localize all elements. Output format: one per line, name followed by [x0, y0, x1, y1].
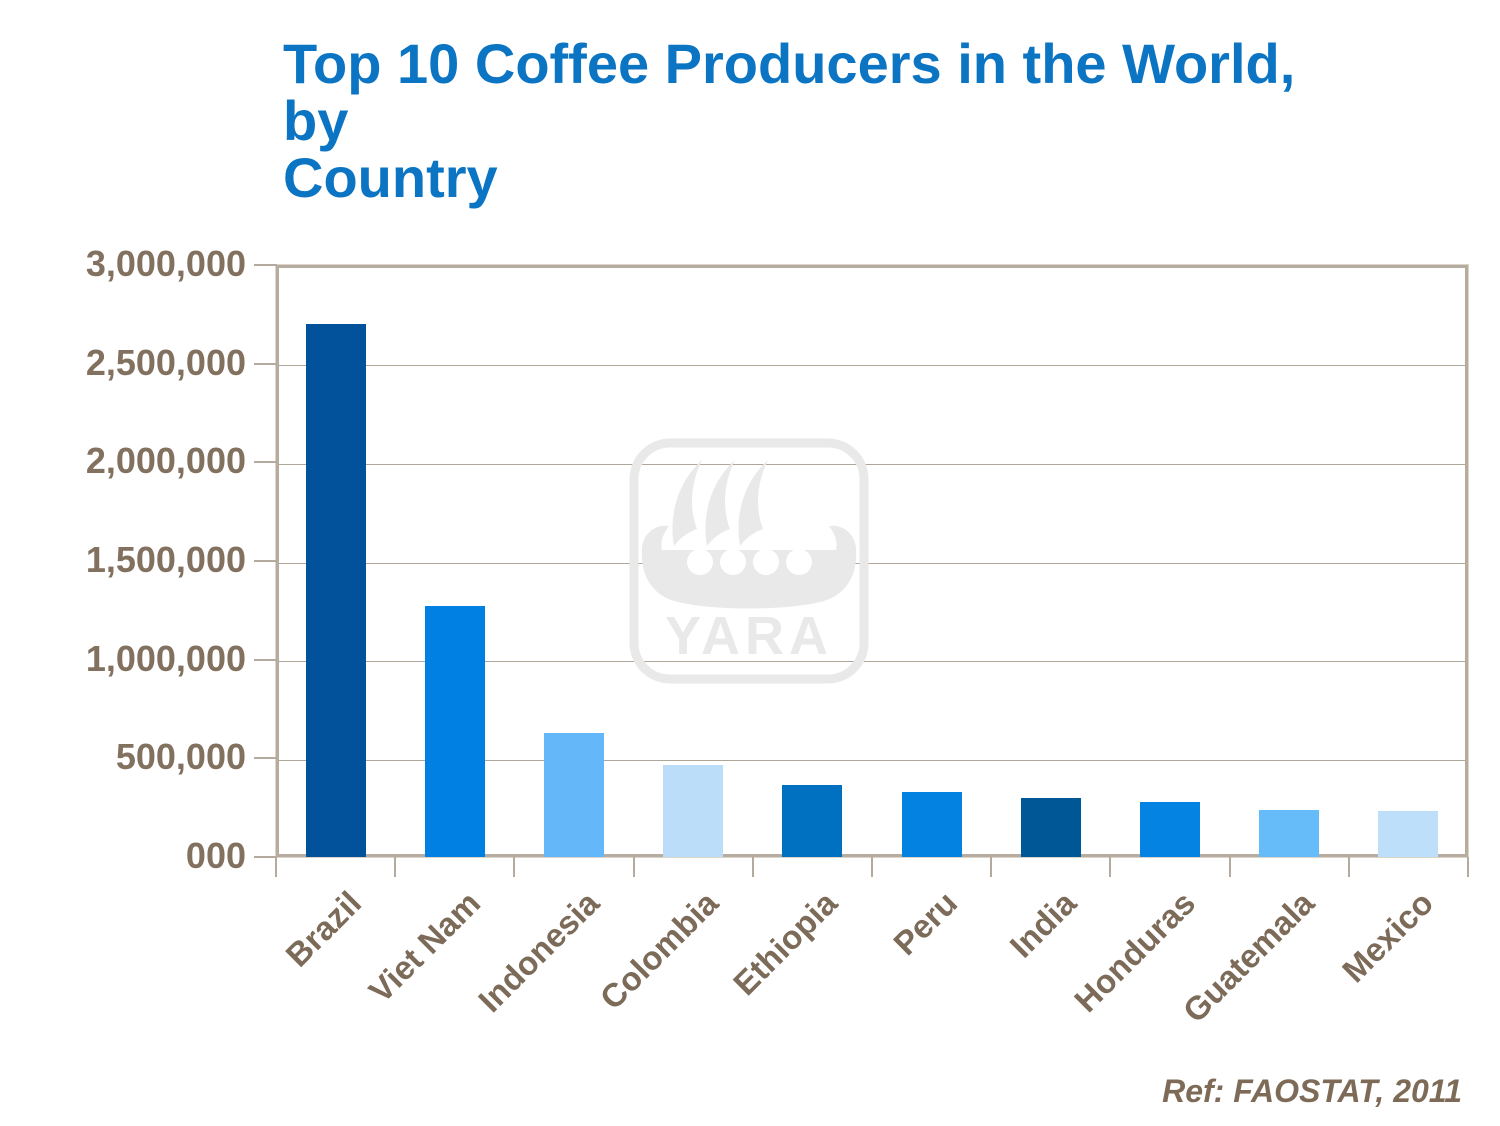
y-axis-tick [254, 560, 277, 562]
bar-colombia [663, 765, 724, 857]
x-axis-tick [1228, 857, 1231, 877]
y-axis-label: 000 [185, 835, 246, 876]
gridline [279, 463, 1465, 465]
x-axis-tick [632, 857, 635, 877]
gridline [279, 661, 1465, 663]
x-axis-tick [751, 857, 754, 877]
y-axis-label: 1,500,000 [85, 539, 246, 580]
yara-logo-icon: YARA [629, 438, 869, 684]
y-axis-tick [254, 757, 277, 760]
chart-title-line-1: Top 10 Coffee Producers in the World, by [283, 32, 1296, 152]
x-axis-tick [513, 857, 516, 877]
y-axis-tick [254, 362, 277, 365]
y-axis-label: 2,500,000 [85, 341, 246, 383]
bar-ethiopia [782, 785, 843, 857]
x-axis-tick [394, 857, 397, 877]
y-axis-label: 3,000,000 [85, 243, 246, 284]
y-axis-tick [254, 658, 277, 661]
x-axis-tick [990, 857, 993, 877]
yara-watermark: YARA [628, 438, 870, 684]
x-axis-tick [1467, 857, 1469, 877]
chart-title-line-2: Country [283, 146, 498, 209]
x-axis-tick [871, 857, 873, 877]
ship-shields [687, 549, 812, 575]
bar-honduras [1140, 802, 1200, 857]
x-axis-label: Brazil [278, 884, 368, 974]
gridline [279, 365, 1465, 367]
plot-area [276, 265, 1468, 857]
bar-indonesia [544, 733, 604, 857]
y-axis-label: 2,000,000 [85, 440, 246, 482]
viking-ship-icon [641, 460, 857, 609]
logo-frame [629, 438, 869, 684]
x-axis-tick [1347, 857, 1350, 877]
y-axis-tick [254, 856, 277, 858]
y-axis-tick [254, 461, 277, 464]
x-axis-tick [275, 857, 277, 877]
x-axis-tick [1109, 857, 1112, 877]
bar-viet-nam [424, 606, 485, 857]
gridline [279, 759, 1465, 761]
bar-guatemala [1259, 810, 1320, 857]
y-axis-label: 1,000,000 [85, 637, 246, 679]
yara-wordmark: YARA [665, 606, 833, 666]
bar-peru [901, 792, 962, 857]
bar-brazil [305, 324, 366, 857]
chart-title: Top 10 Coffee Producers in the World, by… [283, 35, 1313, 206]
reference-text: Ref: FAOSTAT, 2011 [1162, 1073, 1462, 1109]
bar-india [1020, 798, 1081, 857]
bar-mexico [1378, 811, 1439, 857]
gridline [279, 562, 1465, 564]
y-axis-tick [254, 264, 277, 266]
y-axis-label: 500,000 [115, 736, 246, 778]
